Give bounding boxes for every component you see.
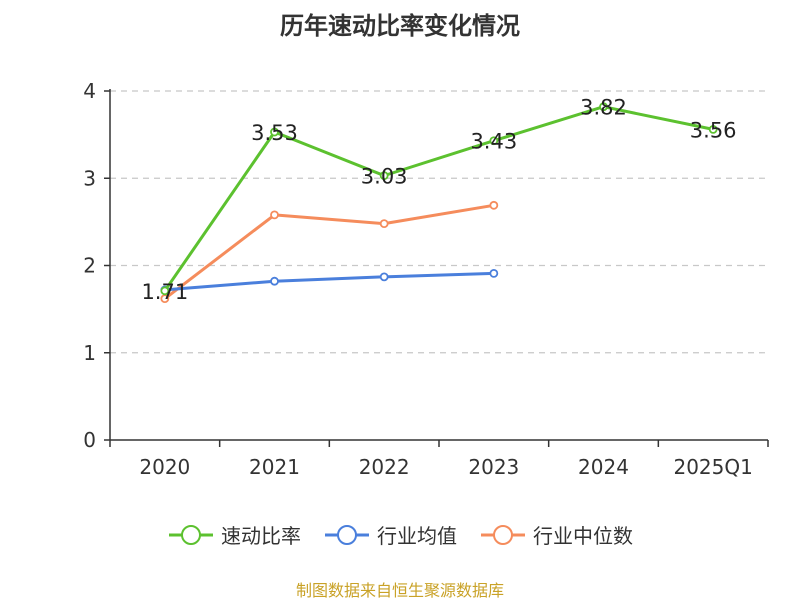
data-label: 3.53: [251, 121, 298, 145]
legend-circle-industry-median: [493, 524, 513, 545]
y-tick-label: 0: [83, 428, 96, 452]
data-label: 1.71: [141, 280, 188, 304]
data-point: [489, 200, 499, 210]
y-tick-label: 4: [83, 79, 96, 103]
legend-circle-quick-ratio: [181, 524, 201, 545]
y-tick-label: 1: [83, 341, 96, 365]
data-point: [489, 136, 499, 146]
x-tick-label: 2025Q1: [673, 455, 752, 479]
legend-circle-industry-avg: [337, 524, 357, 545]
chart-title: 历年速动比率变化情况: [280, 12, 520, 40]
data-point: [489, 268, 499, 278]
data-point: [160, 286, 170, 296]
y-tick-label: 3: [83, 166, 96, 190]
series-line: [164, 271, 494, 292]
data-point: [379, 171, 389, 181]
data-point: [708, 124, 718, 134]
data-label: 3.03: [361, 165, 408, 189]
legend-label-quick-ratio: 速动比率: [221, 524, 301, 548]
data-point: [270, 276, 279, 286]
data-point: [270, 127, 279, 137]
chart-legend: 速动比率 行业均值 行业中位数: [0, 520, 800, 549]
x-tick-label: 2023: [468, 455, 519, 479]
x-tick-label: 2024: [578, 455, 629, 479]
y-tick-label: 2: [83, 254, 96, 278]
data-label: 3.56: [690, 118, 737, 142]
legend-item-industry-median[interactable]: 行业中位数: [479, 520, 633, 549]
data-point: [599, 102, 608, 112]
x-tick-label: 2022: [359, 455, 410, 479]
legend-label-industry-median: 行业中位数: [533, 524, 633, 548]
data-point: [379, 272, 389, 282]
legend-item-quick-ratio[interactable]: 速动比率: [167, 520, 301, 549]
data-point: [270, 210, 279, 220]
legend-marker-quick-ratio: [169, 524, 213, 545]
data-source-note: 制图数据来自恒生聚源数据库: [295, 581, 504, 600]
legend-item-industry-avg[interactable]: 行业均值: [323, 520, 457, 549]
legend-marker-industry-avg: [325, 524, 369, 545]
data-label: 3.82: [580, 96, 627, 120]
x-tick-label: 2020: [139, 455, 190, 479]
series-line: [163, 105, 714, 292]
series-line: [163, 203, 495, 300]
legend-label-industry-avg: 行业均值: [377, 524, 457, 548]
legend-marker-industry-median: [481, 524, 525, 545]
x-tick-label: 2021: [249, 455, 300, 479]
data-point: [379, 219, 389, 229]
data-label: 3.43: [470, 130, 517, 154]
